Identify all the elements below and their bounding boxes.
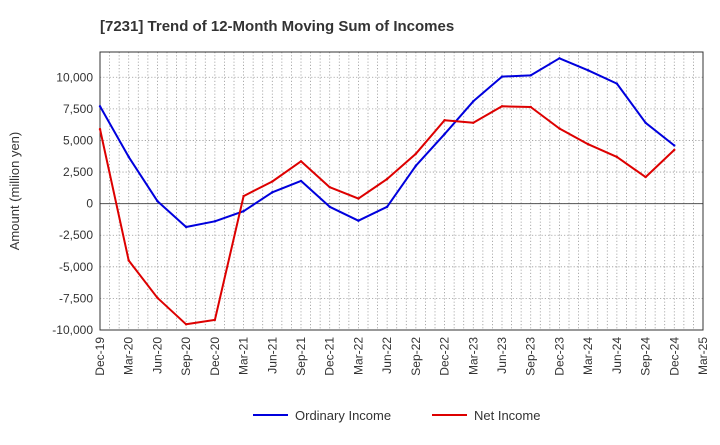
data-point <box>127 155 130 159</box>
data-point <box>127 259 130 262</box>
x-tick-label: Sep-22 <box>409 337 423 376</box>
x-tick-label: Sep-20 <box>179 337 193 376</box>
x-tick-label: Sep-24 <box>639 337 653 376</box>
data-point <box>644 121 647 124</box>
x-tick-label: Mar-20 <box>122 337 136 375</box>
y-axis-label: Amount (million yen) <box>7 132 22 251</box>
data-point <box>443 119 446 122</box>
x-tick-label: Dec-23 <box>552 337 566 376</box>
data-point <box>558 127 561 130</box>
data-point <box>184 225 188 229</box>
y-tick-label: -10,000 <box>52 323 93 337</box>
data-point <box>357 219 360 222</box>
y-tick-label: 7,500 <box>63 102 93 116</box>
y-tick-label: -5,000 <box>59 260 93 274</box>
data-point <box>529 74 532 77</box>
x-tick-label: Dec-24 <box>667 337 681 376</box>
data-point <box>299 179 303 183</box>
data-point <box>615 82 619 85</box>
y-tick-label: 0 <box>86 197 93 211</box>
x-tick-label: Dec-22 <box>438 337 452 376</box>
x-tick-label: Jun-22 <box>380 337 394 374</box>
x-tick-label: Sep-21 <box>294 337 308 376</box>
x-tick-label: Sep-23 <box>524 337 538 376</box>
plot-background <box>100 52 703 330</box>
data-point <box>156 296 159 299</box>
y-tick-label: 5,000 <box>63 133 93 147</box>
data-point <box>472 100 475 103</box>
data-point <box>615 155 619 159</box>
data-point <box>271 191 274 194</box>
x-tick-label: Dec-20 <box>208 337 222 376</box>
x-tick-label: Mar-22 <box>351 337 365 375</box>
data-point <box>242 210 245 213</box>
data-point <box>586 69 590 72</box>
x-tick-label: Dec-19 <box>93 337 107 376</box>
data-point <box>385 205 389 208</box>
x-tick-label: Jun-24 <box>610 337 624 374</box>
data-point <box>98 127 102 131</box>
x-tick-label: Jun-23 <box>495 337 509 374</box>
data-point <box>213 220 217 223</box>
data-point <box>673 144 676 147</box>
x-tick-label: Mar-21 <box>237 337 251 375</box>
x-tick-label: Dec-21 <box>323 337 337 376</box>
data-point <box>673 148 676 152</box>
data-point <box>558 57 561 60</box>
data-point <box>328 186 331 189</box>
plot-frame <box>99 51 704 331</box>
x-tick-label: Jun-21 <box>265 337 279 374</box>
data-point <box>500 75 504 78</box>
x-tick-label: Jun-20 <box>150 337 164 374</box>
data-point <box>385 177 389 181</box>
data-point <box>414 164 418 167</box>
data-point <box>271 180 274 183</box>
y-tick-label: -2,500 <box>59 228 93 242</box>
data-point <box>472 121 475 124</box>
data-point <box>328 205 331 208</box>
y-tick-label: -7,500 <box>59 291 93 305</box>
data-point <box>184 323 188 326</box>
x-tick-label: Mar-25 <box>696 337 710 375</box>
data-point <box>156 199 159 203</box>
data-point <box>98 105 102 108</box>
legend: Ordinary Income Net Income <box>253 408 540 423</box>
legend-label: Net Income <box>474 408 540 423</box>
data-point <box>500 105 504 108</box>
data-point <box>443 132 446 136</box>
plot-area: -10,000 -7,500 -5,000 -2,500 0 2,500 5,000 7,50… <box>52 51 710 376</box>
data-point <box>299 160 303 163</box>
legend-label: Ordinary Income <box>295 408 391 423</box>
y-tick-label: 2,500 <box>63 165 93 179</box>
data-point <box>644 175 647 179</box>
data-point <box>213 318 217 322</box>
data-point <box>242 194 245 198</box>
chart-title: [7231] Trend of 12-Month Moving Sum of I… <box>100 18 454 35</box>
data-point <box>586 143 590 146</box>
y-tick-label: 10,000 <box>56 70 93 84</box>
x-tick-label: Mar-24 <box>581 337 595 375</box>
data-point <box>357 197 360 200</box>
x-tick-label: Mar-23 <box>466 337 480 375</box>
data-point <box>414 152 418 155</box>
data-point <box>529 105 532 109</box>
